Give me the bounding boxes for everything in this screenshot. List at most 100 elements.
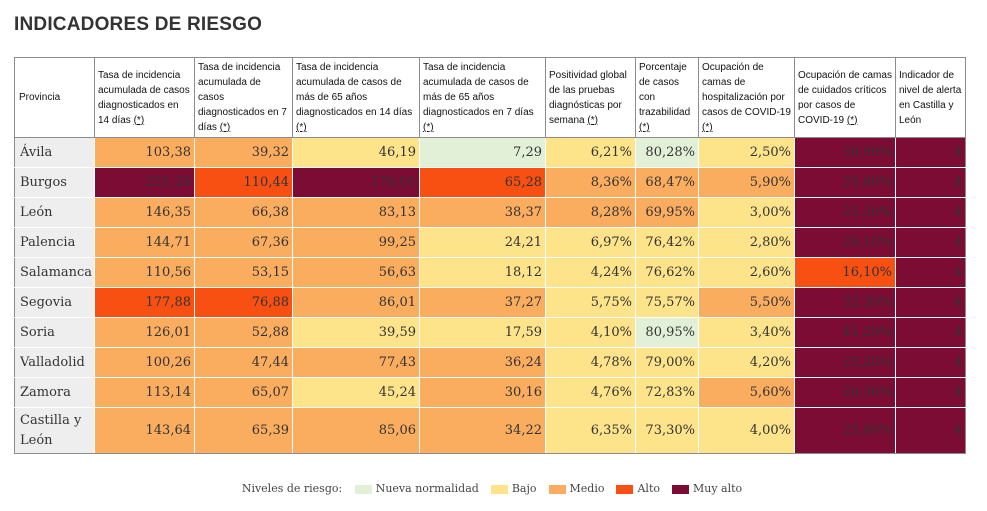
column-header-label: Porcentaje de casos con trazabilidad	[639, 62, 691, 118]
indicator-value-cell: 32,30%	[794, 287, 896, 318]
indicator-value-cell: 110,56	[94, 257, 195, 288]
footnote-link[interactable]: (*)	[423, 122, 434, 133]
indicator-value-cell: 53,15	[194, 257, 293, 288]
indicator-value-cell: 18,12	[419, 257, 546, 288]
indicator-value-cell: 255,28	[94, 167, 195, 198]
indicator-value-cell: 16,10%	[794, 257, 896, 288]
province-name: Palencia	[14, 227, 95, 258]
indicator-value-cell: 52,88	[194, 317, 293, 348]
indicator-value-cell: 73,30%	[635, 407, 699, 454]
column-header-2: Tasa de incidencia acumulada de casos di…	[194, 57, 293, 138]
indicator-value-cell: 24,21	[419, 227, 546, 258]
footnote-link[interactable]: (*)	[133, 114, 145, 126]
indicator-value-cell: 2,50%	[698, 137, 795, 168]
indicator-value-cell: 28,10%	[794, 227, 896, 258]
indicator-value-cell: 39,32	[194, 137, 293, 168]
table-row: Salamanca 110,56 53,15 56,63 18,12 4,24% 76,62…	[14, 257, 966, 288]
column-header-label: Tasa de incidencia acumulada de casos de…	[296, 62, 413, 118]
province-name: Salamanca	[14, 257, 95, 288]
indicator-value-cell: 86,01	[292, 287, 420, 318]
indicator-value-cell: 77,43	[292, 347, 420, 378]
indicator-value-cell: 5,90%	[698, 167, 795, 198]
footnote-link[interactable]: (*)	[219, 122, 231, 133]
indicator-value-cell: 85,06	[292, 407, 420, 454]
indicator-value-cell: 146,35	[94, 197, 195, 228]
column-header-1: Tasa de incidencia acumulada de casos di…	[94, 57, 195, 138]
footnote-link[interactable]: (*)	[846, 114, 858, 126]
legend-swatch	[548, 484, 566, 494]
indicator-value-cell: 2,80%	[698, 227, 795, 258]
indicator-value-cell: 30,16	[419, 377, 546, 408]
column-header-label: Ocupación de camas de hospitalización po…	[702, 62, 791, 118]
alert-level-cell: 4	[895, 197, 966, 228]
alert-level-cell: 4	[895, 167, 966, 198]
legend-item-a: Alto	[610, 482, 660, 495]
legend-item-n: Nueva normalidad	[349, 482, 479, 495]
indicator-value-cell: 36,24	[419, 347, 546, 378]
footnote-link[interactable]: (*)	[639, 122, 650, 133]
indicator-value-cell: 76,42%	[635, 227, 699, 258]
indicator-value-cell: 4,20%	[698, 347, 795, 378]
indicator-value-cell: 37,27	[419, 287, 546, 318]
indicator-value-cell: 38,90%	[794, 137, 896, 168]
column-header-4: Tasa de incidencia acumulada de casos de…	[419, 57, 546, 138]
indicator-value-cell: 4,78%	[545, 347, 636, 378]
province-name: Soria	[14, 317, 95, 348]
legend-label: Niveles de riesgo:	[241, 482, 343, 495]
indicator-value-cell: 69,95%	[635, 197, 699, 228]
indicator-value-cell: 4,76%	[545, 377, 636, 408]
indicator-value-cell: 7,29	[419, 137, 546, 168]
province-name: Ávila	[14, 137, 95, 168]
column-header-label: Indicador de nivel de alerta en Castilla…	[899, 69, 962, 126]
column-header-label: Tasa de incidencia acumulada de casos di…	[198, 62, 287, 133]
indicator-value-cell: 6,21%	[545, 137, 636, 168]
indicator-value-cell: 3,40%	[698, 317, 795, 348]
footnote-link[interactable]: (*)	[587, 114, 598, 126]
column-header-label: Tasa de incidencia acumulada de casos di…	[98, 69, 190, 126]
table-row: Zamora 113,14 65,07 45,24 30,16 4,76% 72,83% 5,…	[14, 377, 966, 408]
legend-item-label: Muy alto	[693, 482, 743, 495]
indicator-value-cell: 25,30%	[794, 197, 896, 228]
column-header-label: Positividad global de las pruebas diagnó…	[549, 69, 627, 126]
legend-item-b: Bajo	[485, 482, 537, 495]
indicator-value-cell: 103,38	[94, 137, 195, 168]
indicator-value-cell: 72,83%	[635, 377, 699, 408]
indicator-value-cell: 177,88	[94, 287, 195, 318]
indicator-value-cell: 176,01	[292, 167, 420, 198]
indicator-value-cell: 34,22	[419, 407, 546, 454]
indicator-value-cell: 65,28	[419, 167, 546, 198]
indicator-value-cell: 4,00%	[698, 407, 795, 454]
table-row: Soria 126,01 52,88 39,59 17,59 4,10% 80,95% 3,4…	[14, 317, 966, 348]
indicator-value-cell: 99,25	[292, 227, 420, 258]
indicator-value-cell: 8,28%	[545, 197, 636, 228]
indicator-value-cell: 6,35%	[545, 407, 636, 454]
alert-level-cell: 4	[895, 257, 966, 288]
alert-level-cell: 4	[895, 137, 966, 168]
indicator-value-cell: 143,64	[94, 407, 195, 454]
indicator-value-cell: 47,44	[194, 347, 293, 378]
indicator-value-cell: 67,36	[194, 227, 293, 258]
column-header-label: Ocupación de camas de cuidados críticos …	[798, 69, 892, 126]
indicator-value-cell: 2,60%	[698, 257, 795, 288]
indicator-value-cell: 110,44	[194, 167, 293, 198]
indicator-value-cell: 46,19	[292, 137, 420, 168]
indicator-value-cell: 41,20%	[794, 317, 896, 348]
table-row: Palencia 144,71 67,36 99,25 24,21 6,97% 76,42%…	[14, 227, 966, 258]
indicator-value-cell: 65,39	[194, 407, 293, 454]
table-row: Castilla y León 143,64 65,39 85,06 34,22 6,35…	[14, 407, 966, 454]
indicator-value-cell: 68,47%	[635, 167, 699, 198]
alert-level-cell: 4	[895, 407, 966, 454]
indicator-value-cell: 100,26	[94, 347, 195, 378]
legend-item-label: Medio	[569, 482, 605, 495]
indicator-value-cell: 5,50%	[698, 287, 795, 318]
province-name: Burgos	[14, 167, 95, 198]
page-title: INDICADORES DE RIESGO	[14, 14, 263, 35]
footnote-link[interactable]: (*)	[296, 122, 307, 133]
alert-level-cell: 4	[895, 227, 966, 258]
footnote-link[interactable]: (*)	[702, 122, 713, 133]
table-row: Segovia 177,88 76,88 86,01 37,27 5,75% 75,57% 5…	[14, 287, 966, 318]
legend-item-label: Bajo	[511, 482, 537, 495]
alert-level-cell: 4	[895, 317, 966, 348]
indicator-value-cell: 75,57%	[635, 287, 699, 318]
legend-swatch	[490, 484, 508, 494]
